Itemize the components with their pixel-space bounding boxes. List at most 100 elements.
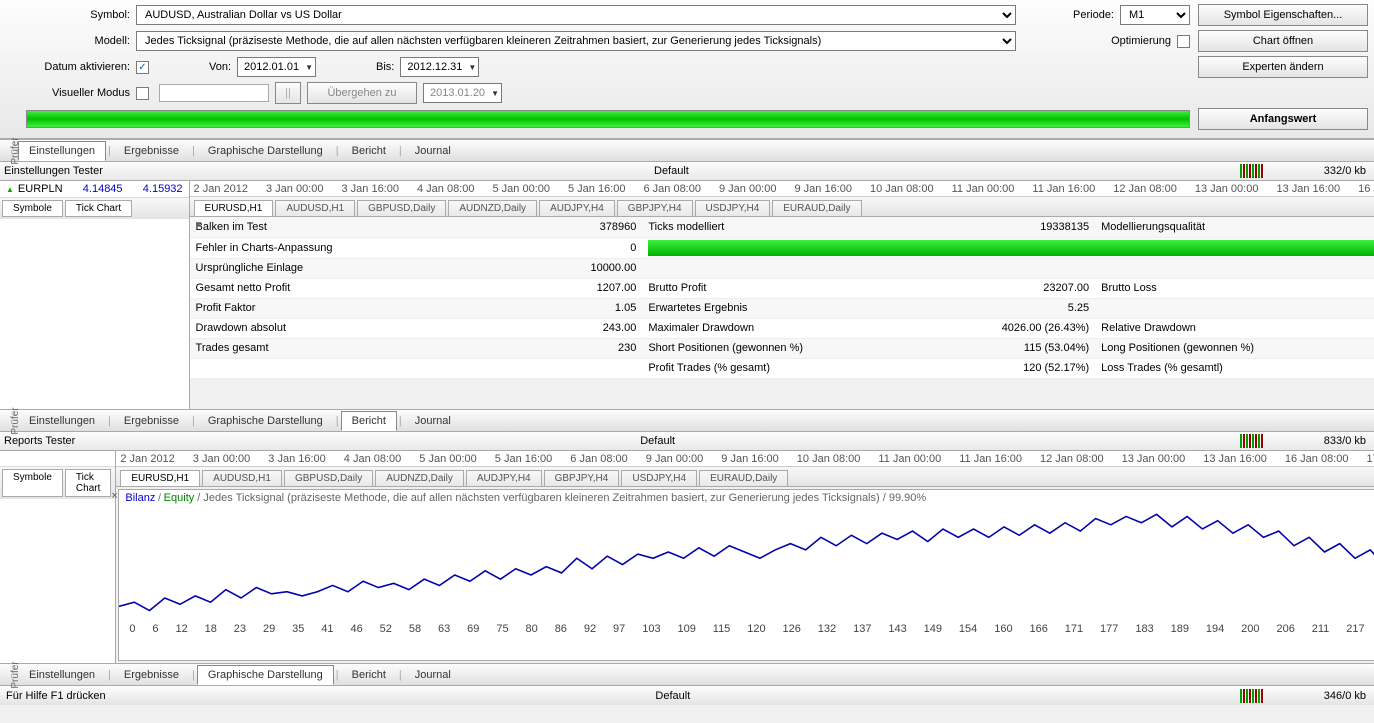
change-expert-button[interactable]: Experten ändern — [1198, 56, 1368, 78]
symbol-tab[interactable]: AUDUSD,H1 — [202, 470, 282, 486]
x-axis: 0612182329354146525863697580869297103109… — [119, 623, 1374, 635]
timeline-tick: 9 Jan 16:00 — [721, 453, 779, 465]
symbol-tab[interactable]: EURAUD,Daily — [772, 200, 861, 216]
skip-to-date-select[interactable]: 2013.01.20▼ — [423, 83, 502, 103]
symbol-tab[interactable]: EURUSD,H1 — [194, 200, 274, 216]
report-row: Profit Trades (% gesamt)120 (52.17%)Loss… — [190, 358, 1374, 378]
tab-report[interactable]: Bericht — [341, 411, 397, 431]
equity-chart: × Bilanz / Equity / Jedes Ticksignal (pr… — [118, 489, 1374, 661]
x-tick: 115 — [713, 623, 731, 635]
mw-ask: 4.15932 — [123, 183, 183, 195]
report-row: Trades gesamt230Short Positionen (gewonn… — [190, 338, 1374, 358]
report-row: Gesamt netto Profit1207.00Brutto Profit2… — [190, 278, 1374, 298]
mw-tab-tickchart[interactable]: Tick Chart — [65, 469, 111, 497]
symbol-tab[interactable]: EURUSD,H1 — [120, 470, 200, 486]
timeline-tick: 12 Jan 08:00 — [1040, 453, 1104, 465]
date-activate-label: Datum aktivieren: — [6, 61, 136, 73]
symbol-tab[interactable]: AUDNZD,Daily — [375, 470, 464, 486]
x-tick: 194 — [1206, 623, 1224, 635]
symbol-tab[interactable]: GBPUSD,Daily — [284, 470, 373, 486]
open-chart-button[interactable]: Chart öffnen — [1198, 30, 1368, 52]
date-activate-checkbox[interactable] — [136, 61, 149, 74]
mw-tab-symbols[interactable]: Symbole — [2, 200, 63, 217]
tab-results[interactable]: Ergebnisse — [113, 411, 190, 431]
x-tick: 52 — [380, 623, 392, 635]
status-bar: Für Hilfe F1 drücken Default 346/0 kb — [0, 685, 1374, 705]
symbol-tab[interactable]: GBPJPY,H4 — [544, 470, 620, 486]
panel-default: Default — [75, 435, 1240, 447]
to-date-select[interactable]: 2012.12.31▼ — [400, 57, 479, 77]
x-tick: 69 — [467, 623, 479, 635]
x-tick: 206 — [1276, 623, 1294, 635]
chart-legend: Bilanz / Equity / Jedes Ticksignal (präz… — [119, 490, 1374, 506]
timeline-tick: 16 Jan 08:00 — [1285, 453, 1349, 465]
visual-mode-checkbox[interactable] — [136, 87, 149, 100]
timeline-tick: 12 Jan 08:00 — [1113, 183, 1177, 195]
x-tick: 137 — [853, 623, 871, 635]
x-tick: 80 — [526, 623, 538, 635]
start-button[interactable]: Anfangswert — [1198, 108, 1368, 130]
x-tick: 149 — [924, 623, 942, 635]
chevron-down-icon: ▼ — [468, 63, 476, 72]
timeline-tick: 9 Jan 00:00 — [719, 183, 777, 195]
symbol-tab[interactable]: USDJPY,H4 — [695, 200, 771, 216]
symbol-tab[interactable]: USDJPY,H4 — [621, 470, 697, 486]
timeline-tick: 11 Jan 16:00 — [959, 453, 1022, 465]
timeline-tick: 13 Jan 00:00 — [1122, 453, 1186, 465]
tab-settings[interactable]: Einstellungen — [18, 665, 106, 685]
from-date-select[interactable]: 2012.01.01▼ — [237, 57, 316, 77]
tab-graph[interactable]: Graphische Darstellung — [197, 665, 334, 685]
settings-tester-header: Einstellungen Tester Default 332/0 kb — [0, 161, 1374, 181]
tab-journal[interactable]: Journal — [404, 141, 462, 161]
pause-button[interactable]: || — [275, 82, 301, 104]
optimization-checkbox[interactable] — [1177, 35, 1190, 48]
symbol-properties-button[interactable]: Symbol Eigenschaften... — [1198, 4, 1368, 26]
prufer-label: Prüfer — [10, 137, 21, 164]
symbol-tab[interactable]: AUDJPY,H4 — [466, 470, 542, 486]
timeline-tick: 17 Jan 00:00 — [1367, 453, 1374, 465]
model-select[interactable]: Jedes Ticksignal (präziseste Methode, di… — [136, 31, 1016, 51]
x-tick: 154 — [959, 623, 977, 635]
chevron-down-icon: ▼ — [491, 89, 499, 98]
tab-graph[interactable]: Graphische Darstellung — [197, 141, 334, 161]
report-table: Balken im Test378960Ticks modelliert1933… — [190, 217, 1374, 379]
tab-graph[interactable]: Graphische Darstellung — [197, 411, 334, 431]
period-select[interactable]: M1 — [1120, 5, 1190, 25]
tab-report[interactable]: Bericht — [341, 141, 397, 161]
tab-results[interactable]: Ergebnisse — [113, 141, 190, 161]
tab-results[interactable]: Ergebnisse — [113, 665, 190, 685]
tab-report[interactable]: Bericht — [341, 665, 397, 685]
mw-tab-symbols[interactable]: Symbole — [2, 469, 63, 497]
symbol-tabs-2: EURUSD,H1AUDUSD,H1GBPUSD,DailyAUDNZD,Dai… — [116, 467, 1374, 487]
symbol-tab[interactable]: GBPUSD,Daily — [357, 200, 446, 216]
tab-journal[interactable]: Journal — [404, 411, 462, 431]
skip-to-button[interactable]: Übergehen zu — [307, 82, 417, 104]
mw-tab-tickchart[interactable]: Tick Chart — [65, 200, 132, 217]
close-chart-icon[interactable]: × — [107, 490, 121, 502]
timeline-tick: 13 Jan 16:00 — [1203, 453, 1267, 465]
timeline-tick: 2 Jan 2012 — [120, 453, 174, 465]
tab-settings[interactable]: Einstellungen — [18, 141, 106, 161]
visual-speed-slider[interactable] — [159, 84, 269, 102]
symbol-tab[interactable]: AUDUSD,H1 — [275, 200, 355, 216]
x-tick: 92 — [584, 623, 596, 635]
timeline-tick: 3 Jan 16:00 — [268, 453, 326, 465]
symbol-tab[interactable]: GBPJPY,H4 — [617, 200, 693, 216]
tab-settings[interactable]: Einstellungen — [18, 411, 106, 431]
symbol-tab[interactable]: AUDJPY,H4 — [539, 200, 615, 216]
report-row: Drawdown absolut243.00Maximaler Drawdown… — [190, 318, 1374, 338]
mw-symbol: EURPLN — [18, 183, 63, 195]
symbol-select[interactable]: AUDUSD, Australian Dollar vs US Dollar — [136, 5, 1016, 25]
x-tick: 97 — [613, 623, 625, 635]
market-watch-row[interactable]: EURPLN 4.14845 4.15932 — [0, 181, 189, 198]
symbol-tab[interactable]: EURAUD,Daily — [699, 470, 788, 486]
tab-journal[interactable]: Journal — [404, 665, 462, 685]
close-panel-icon[interactable]: × — [192, 219, 206, 231]
status-help-text: Für Hilfe F1 drücken — [6, 690, 106, 702]
symbol-tab[interactable]: AUDNZD,Daily — [448, 200, 537, 216]
x-tick: 18 — [205, 623, 217, 635]
from-label: Von: — [209, 61, 237, 73]
symbol-label: Symbol: — [6, 9, 136, 21]
timeline-tick: 11 Jan 16:00 — [1032, 183, 1095, 195]
x-tick: 211 — [1312, 623, 1330, 635]
